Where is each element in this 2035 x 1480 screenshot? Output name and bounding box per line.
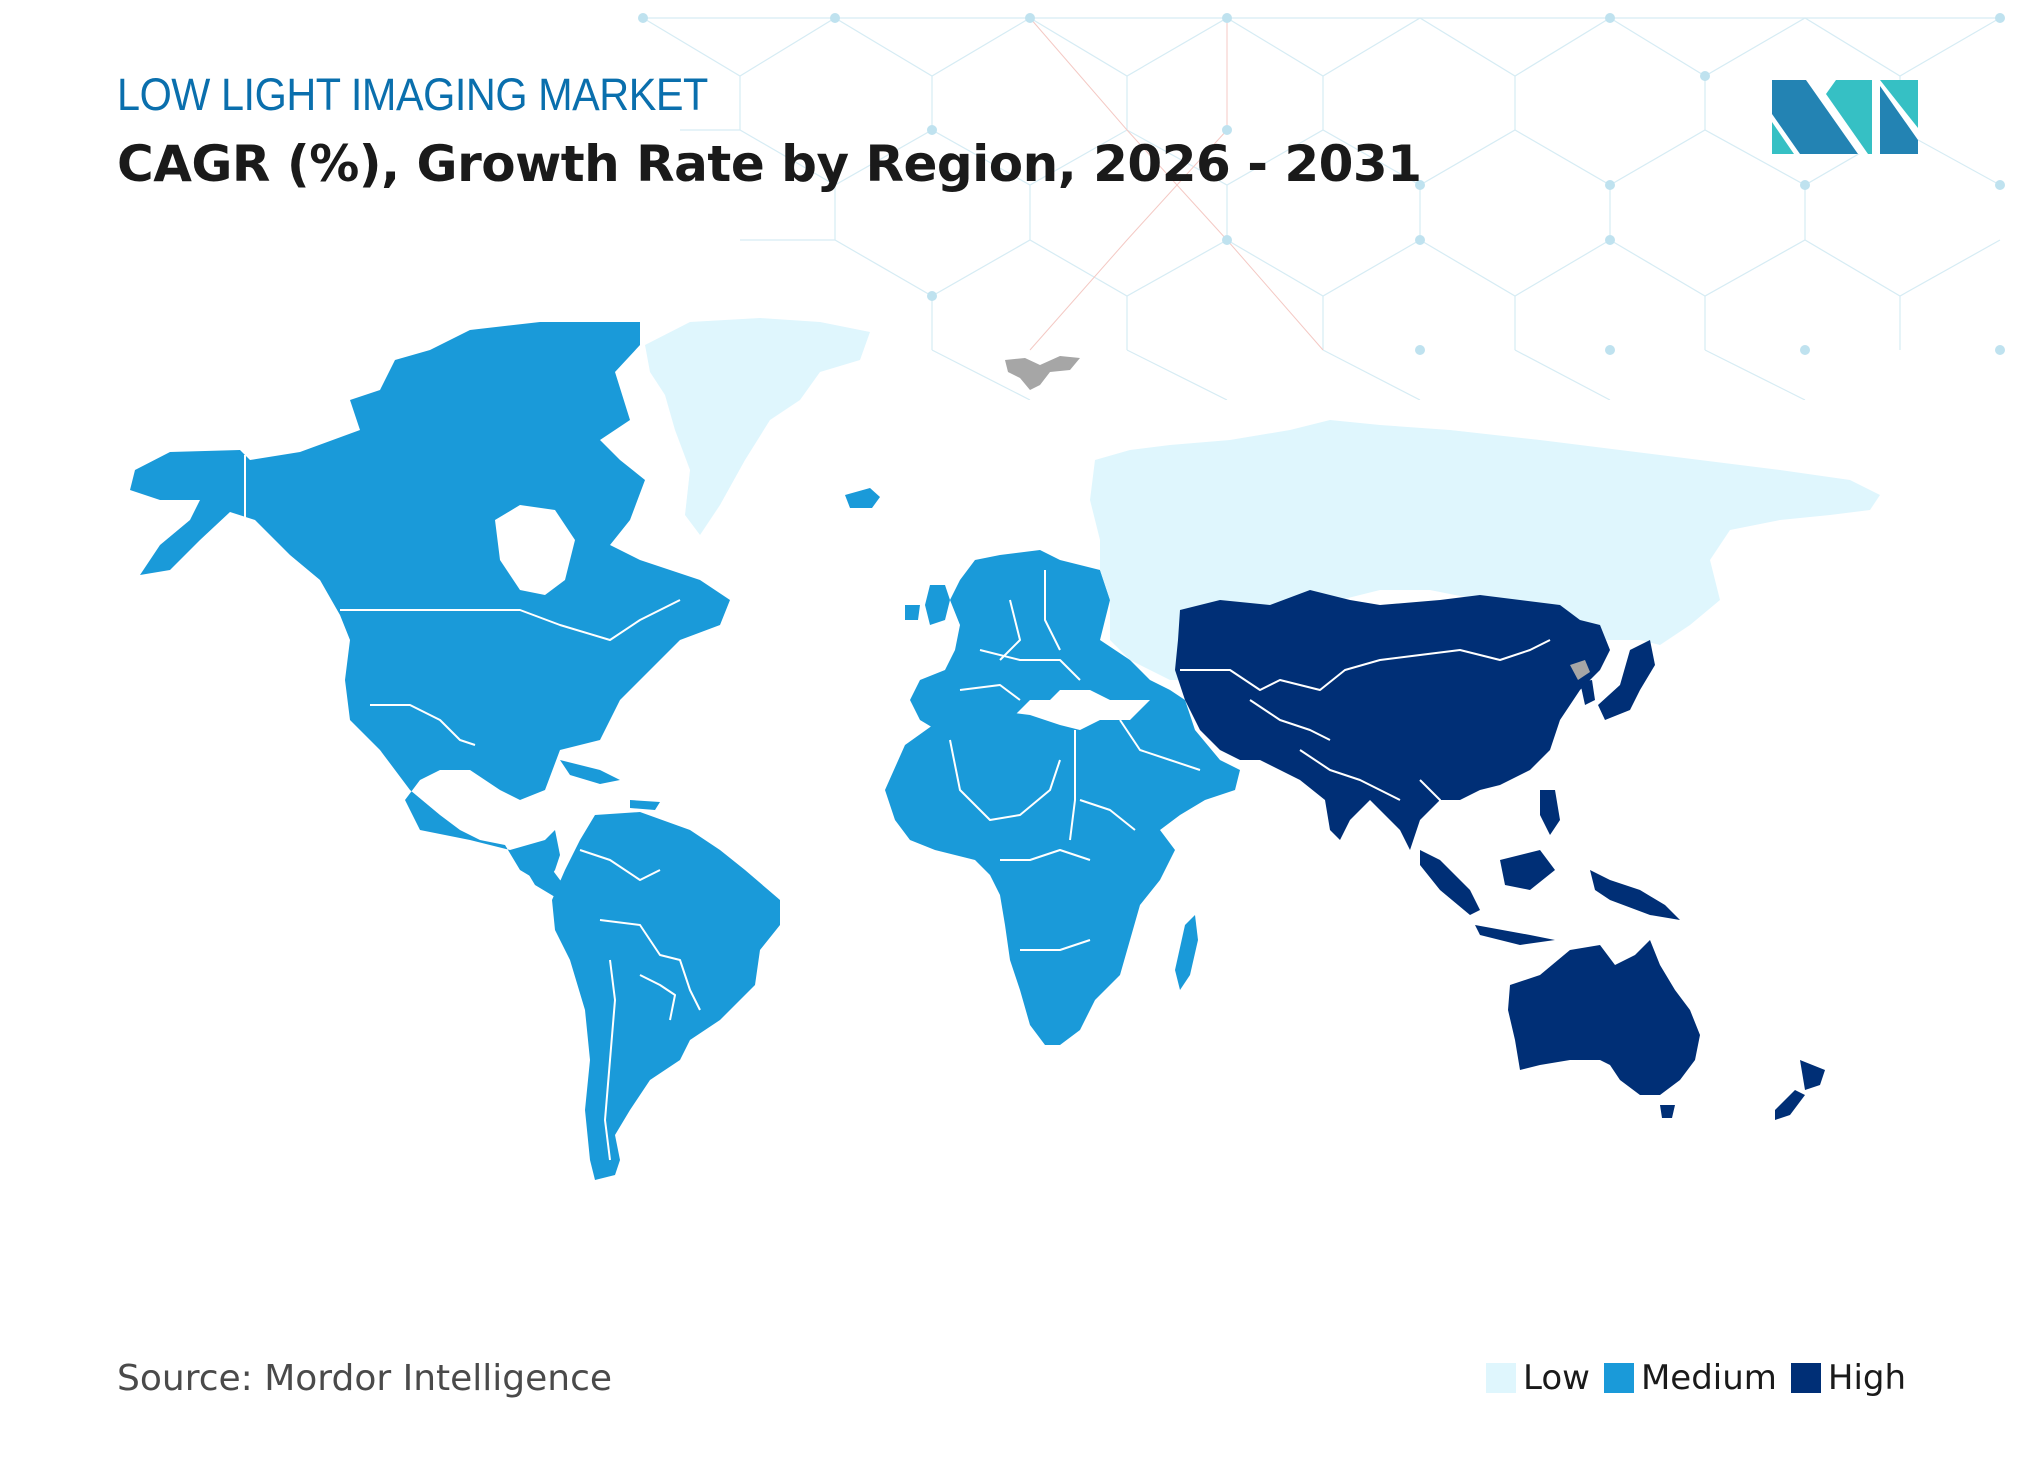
legend-label-high: High	[1827, 1358, 1907, 1398]
region-svalbard[interactable]	[1005, 356, 1080, 390]
source-attribution: Source: Mordor Intelligence	[117, 1358, 613, 1399]
region-north-america[interactable]	[130, 322, 730, 885]
region-europe[interactable]	[910, 550, 1170, 740]
region-greenland[interactable]	[645, 318, 870, 535]
region-north-korea[interactable]	[1570, 660, 1590, 680]
region-new-zealand[interactable]	[1775, 1060, 1825, 1120]
region-asia-pacific[interactable]	[1175, 590, 1610, 850]
market-name: LOW LIGHT IMAGING MARKET	[117, 69, 708, 120]
legend-item-high: High	[1790, 1358, 1907, 1398]
header: LOW LIGHT IMAGING MARKET CAGR (%), Growt…	[117, 72, 1422, 189]
chart-title: CAGR (%), Growth Rate by Region, 2026 - …	[117, 135, 1422, 193]
legend-label-low: Low	[1523, 1358, 1590, 1398]
region-middle-east-africa[interactable]	[885, 690, 1240, 1045]
background-network-pattern	[638, 13, 2005, 400]
legend-swatch-high	[1790, 1363, 1821, 1393]
legend: Low Medium High	[1486, 1358, 1920, 1398]
region-south-america[interactable]	[552, 812, 780, 1180]
hudson-bay	[495, 505, 575, 595]
mordor-intelligence-logo-icon	[1772, 80, 1918, 154]
region-australia[interactable]	[1508, 940, 1700, 1095]
legend-swatch-low	[1486, 1363, 1516, 1393]
legend-item-low: Low	[1486, 1358, 1590, 1398]
region-russia[interactable]	[1090, 420, 1880, 680]
legend-item-medium: Medium	[1603, 1358, 1777, 1398]
region-iceland[interactable]	[845, 488, 880, 508]
legend-label-medium: Medium	[1640, 1358, 1777, 1398]
legend-swatch-medium	[1603, 1363, 1634, 1393]
